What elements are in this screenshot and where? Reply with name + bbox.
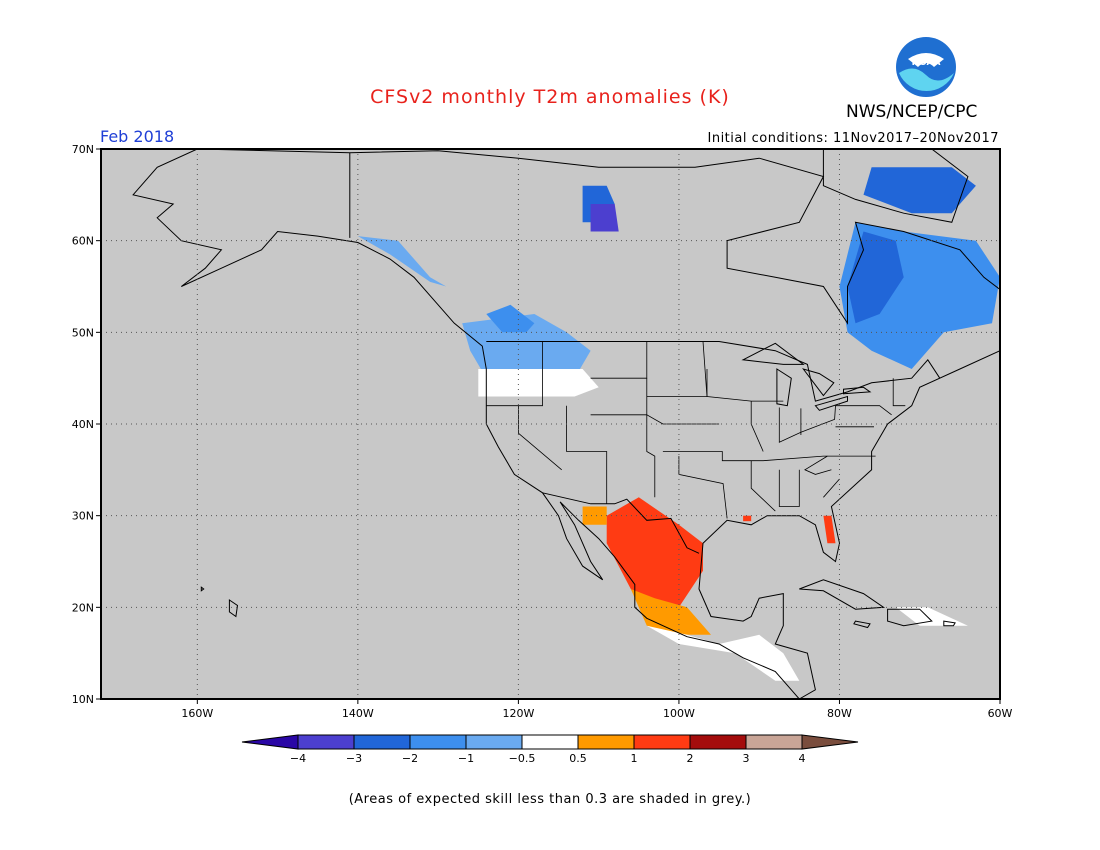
legend-bin: [633, 734, 691, 750]
anomaly-region-caribbean-neutral: [895, 607, 968, 626]
state-border: [678, 456, 728, 519]
anomaly-layer: [357, 167, 1000, 681]
chart-title: CFSv2 monthly T2m anomalies (K): [370, 86, 730, 108]
anomaly-region-southern-mexico-neutral: [646, 625, 800, 681]
legend-bin: [577, 734, 635, 750]
color-legend: −4 −3 −2 −1 −0.5 0.5 1 2 3 4: [241, 734, 859, 765]
legend-bin: [353, 734, 411, 750]
lon-tick-label: 100W: [663, 707, 695, 720]
state-border: [702, 341, 784, 402]
island: [799, 579, 886, 610]
legend-label: 3: [743, 752, 750, 765]
anomaly-region-sonora-warm-edge: [582, 506, 607, 525]
legend-label: 1: [631, 752, 638, 765]
state-border: [750, 460, 776, 512]
legend-label: 2: [687, 752, 694, 765]
legend-bin: [689, 734, 747, 750]
lake: [814, 395, 848, 411]
island: [200, 586, 205, 592]
forecast-month: Feb 2018: [100, 127, 175, 146]
anomaly-region-yukon-cold-core: [590, 204, 619, 232]
state-border: [804, 455, 832, 475]
legend-bin: [521, 734, 579, 750]
state-border: [835, 405, 892, 416]
legend-bin: [465, 734, 523, 750]
map-axes: 160W 140W 120W 100W 80W 60W 10N 20N 30N 40N 50N 60N…: [72, 143, 1013, 720]
legend-label: −3: [346, 752, 362, 765]
noaa-logo-wave: [899, 68, 954, 92]
anomaly-region-southern-mexico-warm: [630, 589, 711, 635]
anomaly-region-florida-warm: [823, 515, 836, 544]
state-border: [823, 478, 840, 498]
noaa-logo-bird: [908, 53, 944, 67]
lon-tick-label: 160W: [181, 707, 213, 720]
state-border: [662, 451, 876, 462]
noaa-logo: NOAA: [896, 37, 956, 97]
initial-conditions: Initial conditions: 11Nov2017–20Nov2017: [707, 131, 999, 146]
state-border: [778, 469, 800, 507]
graticule: [101, 149, 1000, 699]
anomaly-region-baffin-coast: [863, 167, 976, 214]
arctic-island: [822, 149, 969, 223]
legend-bin: [409, 734, 467, 750]
lat-tick-label: 70N: [72, 143, 94, 156]
anomaly-region-mexico-warm: [606, 497, 703, 617]
legend-label: −0.5: [509, 752, 536, 765]
noaa-logo-text: NOAA: [912, 58, 941, 68]
country-border: [486, 341, 941, 402]
legend-bin: [297, 734, 355, 750]
agency-label: NWS/NCEP/CPC: [846, 102, 978, 122]
anomaly-region-pacific-northwest-core: [486, 304, 535, 333]
lat-tick-label: 20N: [72, 601, 94, 614]
state-border: [646, 378, 656, 498]
lat-tick-label: 50N: [72, 326, 94, 339]
state-border: [486, 341, 543, 407]
country-border: [542, 492, 700, 554]
boundary-layer: [132, 131, 1000, 699]
arctic-island: [478, 131, 582, 148]
anomaly-region-louisiana-warm: [743, 515, 752, 522]
lon-tick-label: 120W: [502, 707, 534, 720]
coastline: [132, 149, 1000, 699]
anomaly-region-alaska-panhandle: [357, 236, 447, 287]
legend-arrow-high: [801, 734, 859, 750]
island: [887, 608, 933, 627]
legend-arrow-low: [241, 734, 299, 750]
lat-tick-label: 30N: [72, 510, 94, 523]
legend-label: 0.5: [569, 752, 587, 765]
lon-tick-label: 140W: [342, 707, 374, 720]
legend-label: −4: [290, 752, 306, 765]
lat-tick-label: 40N: [72, 418, 94, 431]
island: [228, 599, 239, 618]
legend-label: 4: [799, 752, 806, 765]
island: [943, 620, 956, 627]
anomaly-region-pacific-northwest-cold: [462, 314, 591, 379]
lon-tick-label: 80W: [827, 707, 852, 720]
lake: [776, 368, 792, 407]
state-border: [566, 405, 608, 504]
lat-tick-label: 10N: [72, 693, 94, 706]
lon-tick-label: 60W: [988, 707, 1013, 720]
lake: [843, 386, 872, 395]
legend-label: −2: [402, 752, 418, 765]
arctic-island: [663, 131, 727, 145]
island: [853, 620, 871, 629]
legend-bin: [745, 734, 803, 750]
map-background: [101, 149, 1000, 699]
legend-label: −1: [458, 752, 474, 765]
state-border: [892, 378, 906, 407]
anomaly-region-great-basin-neutral: [478, 369, 599, 397]
skill-footnote: (Areas of expected skill less than 0.3 a…: [348, 792, 752, 807]
lat-tick-label: 60N: [72, 235, 94, 248]
lake: [801, 368, 835, 397]
